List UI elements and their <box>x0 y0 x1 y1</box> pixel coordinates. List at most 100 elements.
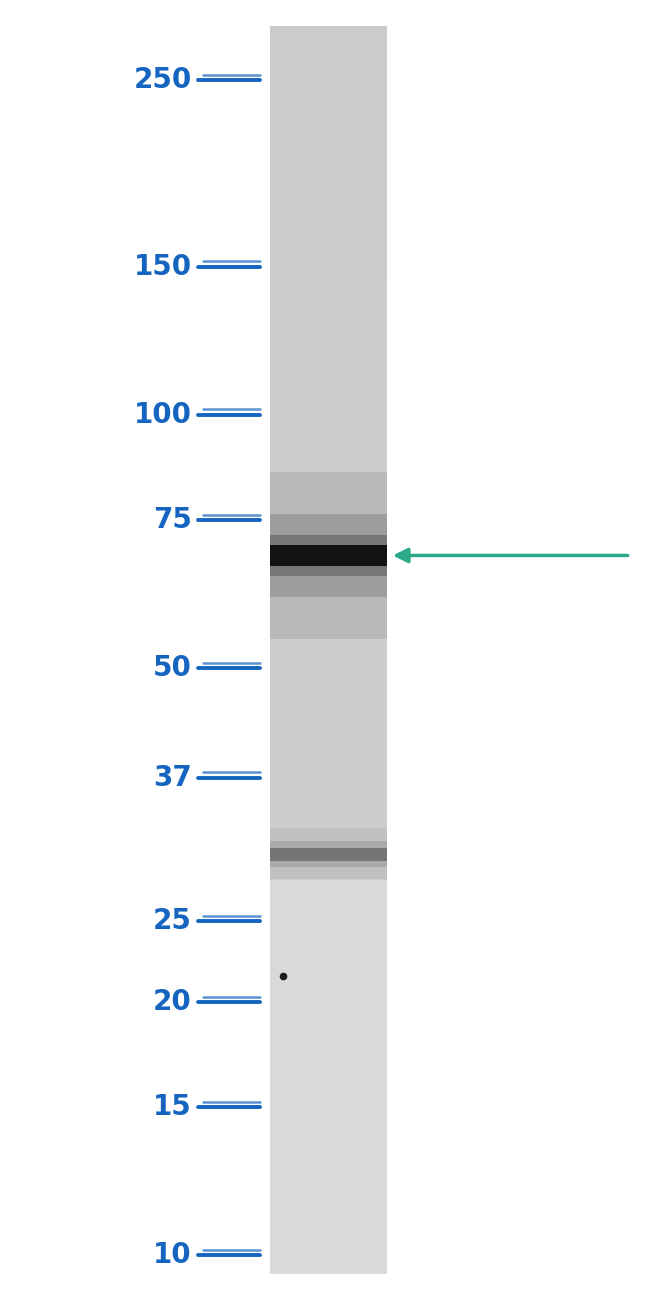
Bar <box>270 272 387 276</box>
Bar <box>270 1004 387 1008</box>
Bar <box>270 176 387 179</box>
Bar <box>270 705 387 708</box>
Bar <box>270 1008 387 1011</box>
Bar <box>270 138 387 143</box>
Bar <box>270 792 387 796</box>
Bar <box>270 283 387 289</box>
Bar <box>270 404 387 408</box>
Bar <box>270 1187 387 1191</box>
Bar <box>270 1170 387 1174</box>
Bar <box>270 970 387 975</box>
Bar <box>270 459 387 463</box>
Bar <box>270 1104 387 1108</box>
Bar <box>270 767 387 771</box>
Bar <box>270 567 387 571</box>
Bar <box>270 1141 387 1145</box>
Bar <box>270 820 387 824</box>
Bar <box>270 455 387 459</box>
Bar <box>270 300 387 304</box>
Bar <box>270 809 387 812</box>
Bar <box>270 504 387 508</box>
Bar <box>270 334 387 338</box>
Bar <box>270 1100 387 1104</box>
Bar <box>270 1083 387 1087</box>
Bar <box>270 1124 387 1128</box>
Bar <box>270 629 387 633</box>
Bar <box>270 1225 387 1228</box>
Bar <box>270 384 387 387</box>
Bar <box>270 221 387 226</box>
Bar <box>270 559 387 563</box>
Bar <box>270 330 387 334</box>
Bar <box>270 879 387 883</box>
Bar <box>270 68 387 72</box>
Bar <box>270 1128 387 1132</box>
Bar <box>270 621 387 625</box>
Bar <box>270 725 387 729</box>
Bar <box>270 575 387 580</box>
Bar <box>270 317 387 321</box>
Bar <box>270 247 387 251</box>
Bar <box>270 920 387 924</box>
Bar <box>270 1087 387 1091</box>
Bar <box>270 933 387 937</box>
Bar <box>270 1266 387 1270</box>
Bar <box>270 762 387 767</box>
Bar <box>270 1253 387 1257</box>
Bar <box>270 188 387 192</box>
Bar <box>270 1136 387 1141</box>
Bar <box>270 608 387 612</box>
Bar <box>270 164 387 168</box>
Bar <box>270 1157 387 1162</box>
Bar <box>270 733 387 737</box>
Bar <box>270 1045 387 1049</box>
Bar <box>270 1121 387 1124</box>
Bar <box>270 1128 387 1132</box>
Bar <box>270 604 387 608</box>
Bar <box>270 1058 387 1062</box>
Bar <box>270 147 387 151</box>
Bar <box>270 892 387 896</box>
Bar <box>270 887 387 892</box>
Bar <box>270 983 387 987</box>
Bar <box>270 1216 387 1219</box>
Bar <box>270 151 387 155</box>
Bar <box>270 658 387 663</box>
Bar <box>270 1178 387 1183</box>
Bar <box>270 1104 387 1108</box>
Bar <box>270 699 387 705</box>
Bar <box>270 242 387 247</box>
Bar <box>270 1112 387 1115</box>
Bar <box>270 924 387 928</box>
Bar <box>270 987 387 991</box>
Bar <box>270 883 387 887</box>
Bar <box>270 588 387 592</box>
Bar <box>270 788 387 792</box>
Bar <box>270 979 387 983</box>
Bar <box>270 996 387 1000</box>
Bar <box>270 883 387 887</box>
Bar <box>270 1174 387 1178</box>
Bar <box>270 612 387 616</box>
Bar <box>270 226 387 230</box>
Bar <box>270 1162 387 1166</box>
Bar <box>270 983 387 987</box>
Bar <box>270 534 387 576</box>
Bar <box>270 446 387 450</box>
Bar <box>270 1162 387 1166</box>
Bar <box>270 625 387 629</box>
Bar <box>270 841 387 845</box>
Bar <box>270 1261 387 1266</box>
Bar <box>270 1240 387 1245</box>
Bar <box>270 251 387 255</box>
Bar <box>270 907 387 913</box>
Bar <box>270 296 387 300</box>
Bar <box>270 304 387 309</box>
Bar <box>270 1208 387 1212</box>
Bar <box>270 480 387 484</box>
Bar <box>270 1121 387 1124</box>
Bar <box>270 491 387 497</box>
Bar <box>270 771 387 775</box>
Bar <box>270 1208 387 1212</box>
Bar <box>270 987 387 991</box>
